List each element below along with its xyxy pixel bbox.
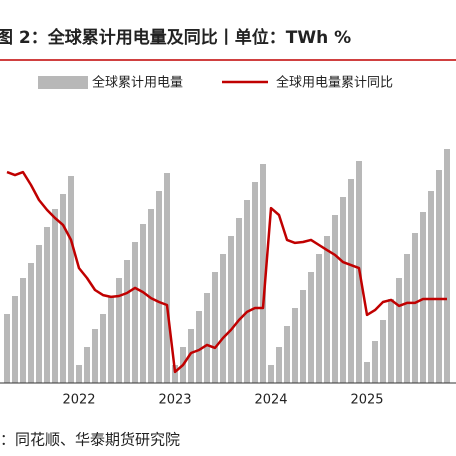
bar [372,341,378,383]
bar [28,263,34,383]
x-tick-label: 2023 [158,393,191,408]
bar [60,194,66,383]
x-tick-label: 2024 [254,393,287,408]
bar [76,365,82,383]
bar [300,290,306,383]
legend-label: 全球累计用电量 [92,75,183,91]
bar [364,362,370,383]
bar [124,260,130,383]
bar [412,233,418,383]
bar [164,173,170,383]
bar [332,215,338,383]
bar [292,308,298,383]
bar [156,191,162,383]
bar [228,236,234,383]
bar [204,293,210,383]
bar [212,272,218,383]
source: ：同花顺、华泰期货研究院 [0,431,180,449]
bar [220,254,226,383]
bar [172,365,178,383]
bar [12,296,18,383]
bar [324,236,330,383]
bar [132,242,138,383]
bar [380,320,386,383]
bar [92,329,98,383]
bar [244,200,250,383]
bar [428,191,434,383]
bar [148,209,154,383]
bar [268,365,274,383]
bar [20,278,26,383]
bar [316,254,322,383]
legend-swatch [38,76,88,89]
bar [100,314,106,383]
bar [308,272,314,383]
bar [388,299,394,383]
bar [348,179,354,383]
bar [252,182,258,383]
bar [444,149,450,383]
bar [84,347,90,383]
bar [236,218,242,383]
x-tick-label: 2022 [62,393,95,408]
bar [196,311,202,383]
bar [276,347,282,383]
x-tick-label: 2025 [350,393,383,408]
bar [284,326,290,383]
bar [188,329,194,383]
chart-title: 图 2：全球累计用电量及同比丨单位：TWh % [0,27,351,48]
legend-label: 全球用电量累计同比 [276,75,393,91]
bar [36,245,42,383]
bar [420,212,426,383]
bar [68,176,74,383]
bar [436,170,442,383]
bar [340,197,346,383]
bar [140,224,146,383]
bar [116,278,122,383]
bar [396,278,402,383]
bar [404,254,410,383]
bar [108,296,114,383]
bar [260,164,266,383]
bar [4,314,10,383]
line [6,170,447,374]
bar [52,209,58,383]
bar [44,227,50,383]
